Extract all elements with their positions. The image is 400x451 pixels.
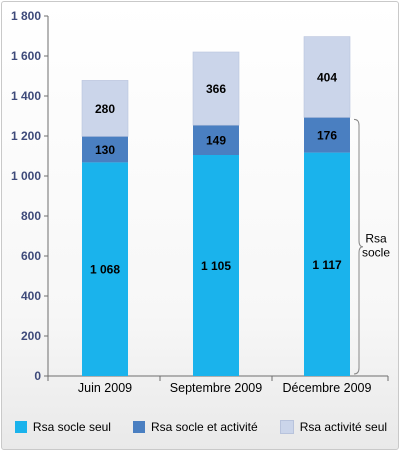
- y-tick-label: 1 800: [11, 9, 41, 23]
- y-tick-label: 800: [21, 209, 41, 223]
- legend-label: Rsa socle seul: [32, 420, 111, 434]
- data-label: 1 117: [312, 258, 342, 272]
- bar-segment: [82, 136, 128, 163]
- legend-label: Rsa activité seul: [299, 420, 388, 434]
- bar-segment: [193, 125, 239, 155]
- y-tick-label: 1 000: [11, 169, 41, 183]
- bar-segment: [81, 80, 129, 137]
- data-label: 366: [206, 82, 226, 96]
- bar-segment: [304, 117, 350, 153]
- y-tick-label: 400: [21, 289, 41, 303]
- legend-item: Rsa socle seul: [14, 420, 111, 434]
- y-tick-label: 1 200: [11, 129, 41, 143]
- data-label: 404: [317, 71, 337, 85]
- y-tick-label: 1 600: [11, 49, 41, 63]
- y-tick-label: 0: [34, 369, 41, 383]
- data-label: 1 105: [201, 259, 231, 273]
- data-label: 280: [95, 102, 115, 116]
- bars: [81, 36, 351, 376]
- brace-label: Rsa: [365, 232, 387, 246]
- legend-swatch: [14, 421, 27, 433]
- axes: 0 200 400 600 800 1 000 1 200 1 400 1 600 1 800 Ju…: [11, 9, 389, 395]
- y-tick-label: 1 400: [11, 89, 41, 103]
- legend: Rsa socle seul Rsa socle et activité Rsa a…: [2, 420, 400, 434]
- data-label: 130: [95, 143, 115, 157]
- value-labels: 1 068 130 280 1 105 149 366 1 117 176 404: [90, 71, 342, 277]
- x-category-label: Septembre 2009: [170, 381, 262, 395]
- legend-item: Rsa socle et activité: [132, 420, 258, 434]
- legend-swatch: [132, 421, 145, 433]
- data-label: 149: [206, 134, 226, 148]
- bar-segment: [193, 155, 239, 376]
- data-label: 1 068: [90, 263, 120, 277]
- bar-segment: [304, 152, 350, 376]
- brace-path: [353, 118, 364, 375]
- data-label: 176: [317, 129, 337, 143]
- legend-label: Rsa socle et activité: [150, 420, 258, 434]
- x-category-label: Juin 2009: [78, 381, 132, 395]
- y-tick-label: 600: [21, 249, 41, 263]
- stacked-bar-chart: 0 200 400 600 800 1 000 1 200 1 400 1 600 1 800 Ju…: [11, 9, 390, 395]
- bar-segment: [82, 162, 128, 376]
- y-tick-label: 200: [21, 329, 41, 343]
- legend-item: Rsa activité seul: [279, 420, 388, 434]
- bar-segment: [303, 36, 351, 118]
- bar-segment: [192, 51, 240, 126]
- legend-swatch: [279, 420, 294, 434]
- brace-label: socle: [362, 246, 390, 260]
- x-category-label: Décembre 2009: [283, 381, 372, 395]
